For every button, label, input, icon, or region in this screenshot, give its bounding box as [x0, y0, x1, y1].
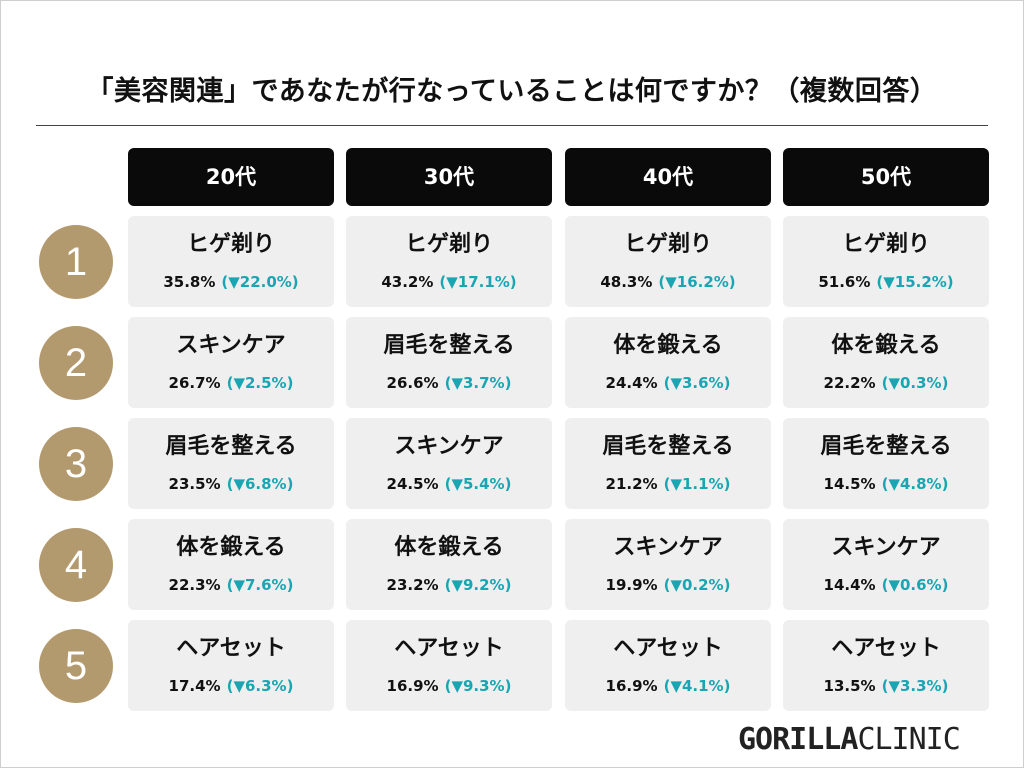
item-change: (▼3.7%)	[444, 374, 512, 392]
item-change: (▼1.1%)	[663, 475, 731, 493]
item-name: ヘアセット	[394, 636, 504, 661]
item-percent: 14.4%	[823, 576, 876, 594]
item-percent: 24.4%	[605, 374, 658, 392]
item-name: 体を鍛える	[394, 535, 504, 560]
item-name: ヒゲ剃り	[186, 232, 275, 257]
item-name: 体を鍛える	[176, 535, 286, 560]
item-change: (▼9.2%)	[444, 576, 512, 594]
ranking-cell: ヒゲ剃り 35.8% (▼22.0%)	[128, 216, 334, 307]
rank-badge-4: 4	[39, 528, 113, 602]
item-name: 眉毛を整える	[165, 434, 297, 459]
column-header-50s: 50代	[783, 148, 989, 206]
item-percent: 43.2%	[381, 273, 434, 291]
item-name: 眉毛を整える	[820, 434, 952, 459]
item-percent: 13.5%	[823, 677, 876, 695]
item-name: ヒゲ剃り	[623, 232, 712, 257]
item-change: (▼17.1%)	[439, 273, 517, 291]
item-change: (▼22.0%)	[221, 273, 299, 291]
rank-badge-2: 2	[39, 326, 113, 400]
item-change: (▼9.3%)	[444, 677, 512, 695]
item-change: (▼6.3%)	[226, 677, 294, 695]
item-name: スキンケア	[176, 333, 286, 358]
item-name: ヒゲ剃り	[841, 232, 930, 257]
item-percent: 35.8%	[163, 273, 216, 291]
item-percent: 23.2%	[386, 576, 439, 594]
item-name: スキンケア	[394, 434, 504, 459]
item-percent: 48.3%	[600, 273, 653, 291]
item-percent: 21.2%	[605, 475, 658, 493]
ranking-cell: スキンケア 19.9% (▼0.2%)	[565, 519, 771, 610]
ranking-cell: 眉毛を整える 26.6% (▼3.7%)	[346, 317, 552, 408]
item-change: (▼3.6%)	[663, 374, 731, 392]
item-change: (▼0.6%)	[881, 576, 949, 594]
ranking-cell: 体を鍛える 23.2% (▼9.2%)	[346, 519, 552, 610]
item-name: ヘアセット	[831, 636, 941, 661]
ranking-cell: ヘアセット 17.4% (▼6.3%)	[128, 620, 334, 711]
ranking-cell: 体を鍛える 24.4% (▼3.6%)	[565, 317, 771, 408]
item-percent: 17.4%	[168, 677, 221, 695]
ranking-cell: ヘアセット 13.5% (▼3.3%)	[783, 620, 989, 711]
item-change: (▼3.3%)	[881, 677, 949, 695]
item-change: (▼15.2%)	[876, 273, 954, 291]
item-name: ヘアセット	[176, 636, 286, 661]
rank-badge-1: 1	[39, 225, 113, 299]
ranking-cell: スキンケア 26.7% (▼2.5%)	[128, 317, 334, 408]
item-percent: 19.9%	[605, 576, 658, 594]
item-name: スキンケア	[831, 535, 941, 560]
gorilla-clinic-logo: GORILLACLINIC	[738, 722, 961, 758]
page-title: 「美容関連」であなたが行なっていることは何ですか？（複数回答）	[86, 76, 938, 107]
column-header-40s: 40代	[565, 148, 771, 206]
item-change: (▼16.2%)	[658, 273, 736, 291]
item-change: (▼4.8%)	[881, 475, 949, 493]
item-percent: 24.5%	[386, 475, 439, 493]
item-change: (▼6.8%)	[226, 475, 294, 493]
logo-text-bold: GORILLA	[738, 722, 858, 757]
item-change: (▼7.6%)	[226, 576, 294, 594]
title-divider	[36, 125, 988, 126]
item-name: スキンケア	[613, 535, 723, 560]
ranking-cell: ヒゲ剃り 51.6% (▼15.2%)	[783, 216, 989, 307]
item-change: (▼2.5%)	[226, 374, 294, 392]
ranking-cell: スキンケア 24.5% (▼5.4%)	[346, 418, 552, 509]
item-percent: 26.7%	[168, 374, 221, 392]
item-change: (▼5.4%)	[444, 475, 512, 493]
item-percent: 26.6%	[386, 374, 439, 392]
item-percent: 16.9%	[386, 677, 439, 695]
ranking-cell: 体を鍛える 22.3% (▼7.6%)	[128, 519, 334, 610]
ranking-cell: スキンケア 14.4% (▼0.6%)	[783, 519, 989, 610]
item-name: 眉毛を整える	[602, 434, 734, 459]
ranking-cell: ヘアセット 16.9% (▼9.3%)	[346, 620, 552, 711]
item-change: (▼4.1%)	[663, 677, 731, 695]
item-name: 眉毛を整える	[383, 333, 515, 358]
item-percent: 22.3%	[168, 576, 221, 594]
ranking-cell: ヘアセット 16.9% (▼4.1%)	[565, 620, 771, 711]
ranking-cell: 体を鍛える 22.2% (▼0.3%)	[783, 317, 989, 408]
rank-badge-3: 3	[39, 427, 113, 501]
item-name: 体を鍛える	[831, 333, 941, 358]
logo-text-light: CLINIC	[857, 722, 960, 757]
column-header-30s: 30代	[346, 148, 552, 206]
item-percent: 51.6%	[818, 273, 871, 291]
item-percent: 22.2%	[823, 374, 876, 392]
ranking-cell: 眉毛を整える 23.5% (▼6.8%)	[128, 418, 334, 509]
item-percent: 23.5%	[168, 475, 221, 493]
item-percent: 14.5%	[823, 475, 876, 493]
item-name: ヘアセット	[613, 636, 723, 661]
item-percent: 16.9%	[605, 677, 658, 695]
item-name: ヒゲ剃り	[404, 232, 493, 257]
ranking-cell: 眉毛を整える 21.2% (▼1.1%)	[565, 418, 771, 509]
item-change: (▼0.2%)	[663, 576, 731, 594]
item-name: 体を鍛える	[613, 333, 723, 358]
rank-badge-5: 5	[39, 629, 113, 703]
ranking-cell: ヒゲ剃り 48.3% (▼16.2%)	[565, 216, 771, 307]
ranking-cell: 眉毛を整える 14.5% (▼4.8%)	[783, 418, 989, 509]
item-change: (▼0.3%)	[881, 374, 949, 392]
ranking-cell: ヒゲ剃り 43.2% (▼17.1%)	[346, 216, 552, 307]
column-header-20s: 20代	[128, 148, 334, 206]
